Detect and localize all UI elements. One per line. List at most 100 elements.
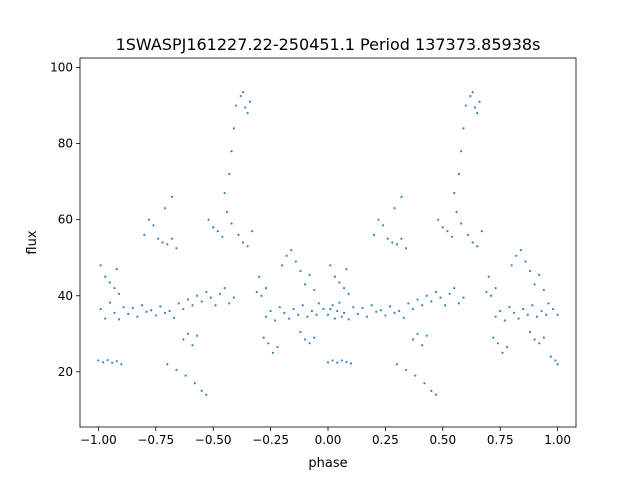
data-point (391, 241, 394, 244)
data-point (136, 315, 139, 318)
data-point (244, 106, 247, 109)
data-point (221, 235, 224, 238)
data-point (457, 172, 460, 176)
data-point (338, 281, 341, 284)
data-point (425, 334, 428, 337)
data-point (313, 336, 316, 339)
data-point (156, 237, 160, 240)
data-point (108, 281, 111, 284)
x-tick-label: 0.00 (315, 433, 342, 447)
data-point (223, 287, 226, 290)
data-point (336, 309, 339, 313)
x-axis-ticks: −1.00 −0.75 −0.50 −0.25 0.00 0.25 0.50 0.75 1.00 (80, 427, 571, 447)
data-point (115, 360, 118, 363)
y-tick-label: 20 (58, 365, 73, 379)
data-point (556, 313, 559, 316)
data-point (315, 313, 318, 316)
data-point (423, 382, 426, 385)
data-point (342, 287, 346, 290)
data-point (402, 316, 405, 319)
data-point (310, 309, 314, 313)
scatter-points (97, 91, 559, 396)
data-point (225, 210, 229, 214)
data-point (113, 311, 116, 314)
data-point (476, 245, 479, 248)
data-point (434, 393, 438, 396)
data-point (446, 229, 449, 233)
x-tick-label: −0.75 (137, 433, 174, 447)
data-point (159, 305, 162, 308)
data-point (317, 302, 320, 305)
data-point (356, 312, 359, 316)
data-point (264, 315, 268, 318)
data-point (303, 338, 307, 341)
data-point (111, 361, 114, 364)
data-point (329, 307, 332, 311)
data-point (308, 273, 311, 276)
data-point (404, 247, 408, 250)
data-point (352, 306, 355, 309)
data-point (241, 91, 245, 94)
data-point (292, 307, 295, 311)
data-point (345, 268, 348, 271)
data-point (450, 235, 454, 238)
data-point (326, 361, 330, 364)
data-point (104, 275, 107, 278)
data-point (365, 315, 369, 318)
data-point (460, 150, 463, 153)
y-tick-label: 80 (58, 137, 73, 151)
data-point (471, 241, 474, 244)
data-point (400, 237, 403, 240)
data-point (398, 309, 401, 313)
data-point (248, 100, 252, 103)
x-axis-label: phase (308, 456, 347, 471)
data-point (147, 218, 150, 221)
x-tick-label: −1.00 (80, 433, 117, 447)
data-point (430, 300, 433, 303)
data-point (235, 104, 238, 107)
data-point (326, 313, 330, 316)
data-point (182, 307, 185, 311)
data-point (508, 306, 511, 309)
data-point (393, 311, 396, 314)
data-point (106, 358, 109, 362)
data-point (455, 210, 458, 214)
data-point (510, 264, 513, 267)
data-point (173, 316, 176, 319)
data-point (166, 243, 169, 246)
data-point (269, 309, 272, 313)
data-point (283, 311, 286, 314)
x-tick-label: 0.25 (372, 433, 399, 447)
data-point (361, 306, 364, 310)
data-point (372, 233, 376, 236)
data-point (303, 283, 307, 286)
data-point (258, 275, 261, 278)
data-point (338, 301, 341, 304)
data-point (464, 104, 467, 107)
data-point (260, 294, 263, 297)
data-point (524, 260, 527, 263)
data-point (264, 287, 268, 290)
data-point (533, 338, 536, 341)
data-point (230, 222, 233, 225)
data-point (154, 314, 157, 317)
data-point (186, 332, 190, 335)
data-point (411, 338, 415, 341)
data-point (496, 342, 500, 345)
data-point (271, 351, 274, 354)
data-point (395, 243, 398, 246)
data-point (237, 233, 240, 236)
y-axis-ticks: 20 40 60 80 100 (50, 61, 80, 379)
data-point (175, 368, 178, 372)
data-point (404, 368, 408, 372)
data-point (276, 346, 279, 349)
data-point (306, 315, 309, 318)
data-point (460, 222, 463, 225)
data-point (416, 332, 419, 335)
x-tick-label: −0.50 (195, 433, 232, 447)
data-point (453, 287, 456, 290)
data-point (515, 254, 518, 257)
data-point (97, 359, 100, 362)
data-point (554, 359, 557, 362)
data-point (308, 342, 311, 345)
